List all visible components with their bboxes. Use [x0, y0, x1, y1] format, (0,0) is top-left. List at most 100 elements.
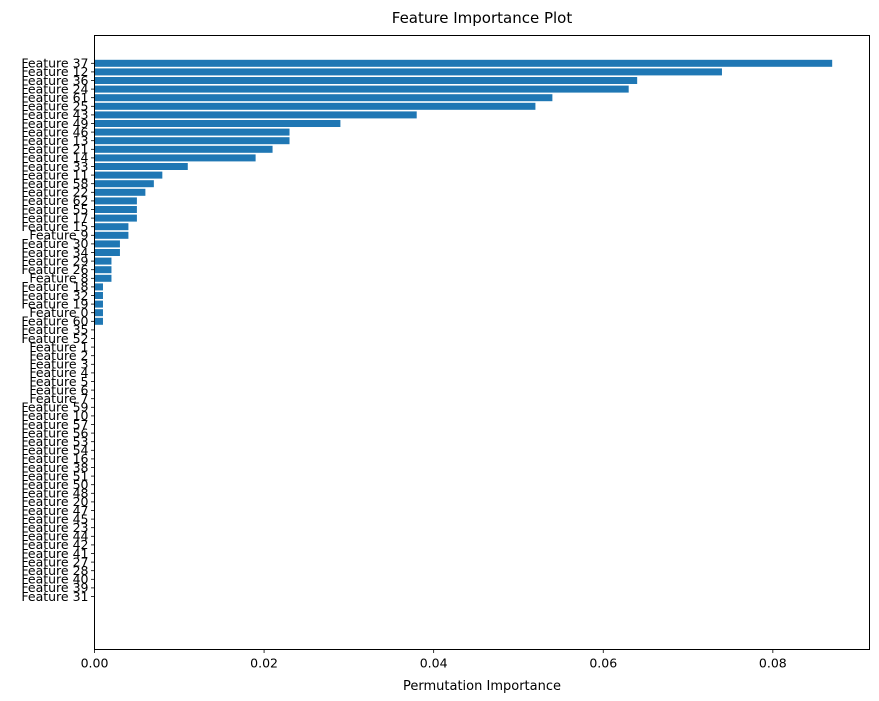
y-tick-label: Feature 54	[21, 443, 88, 458]
y-tick-label: Feature 43	[21, 107, 88, 122]
y-tick-label: Feature 2	[29, 348, 88, 363]
y-tick-label: Feature 9	[29, 228, 88, 243]
bar	[94, 145, 273, 153]
y-tick-label: Feature 61	[21, 90, 88, 105]
y-tick-label: Feature 58	[21, 176, 88, 191]
x-tick-label: 0.06	[589, 656, 617, 671]
bar	[94, 223, 129, 231]
y-tick-label: Feature 26	[21, 262, 88, 277]
bar	[94, 266, 112, 274]
y-tick-label: Feature 20	[21, 494, 88, 509]
y-tick-label: Feature 19	[21, 296, 88, 311]
chart-title: Feature Importance Plot	[392, 9, 573, 27]
x-axis-label: Permutation Importance	[403, 679, 561, 694]
y-tick-label: Feature 47	[21, 503, 88, 518]
bar	[94, 206, 137, 213]
bar	[94, 68, 722, 76]
x-tick-label: 0.00	[81, 656, 109, 671]
y-tick-label: Feature 3	[29, 357, 88, 372]
y-tick-label: Feature 31	[21, 589, 88, 604]
y-tick-label: Feature 28	[21, 563, 88, 578]
bar	[94, 249, 120, 256]
y-tick-label: Feature 36	[21, 73, 88, 88]
y-tick-label: Feature 40	[21, 572, 88, 587]
y-tick-label: Feature 22	[21, 185, 88, 200]
y-tick-label: Feature 50	[21, 477, 88, 492]
y-tick-label: Feature 23	[21, 520, 88, 535]
y-tick-label: Feature 62	[21, 193, 88, 208]
y-tick-label: Feature 17	[21, 210, 88, 225]
bar	[94, 171, 163, 179]
y-tick-label: Feature 53	[21, 434, 88, 449]
y-tick-label: Feature 55	[21, 202, 88, 217]
y-tick-label: Feature 48	[21, 486, 88, 501]
bar	[94, 300, 103, 308]
y-tick-label: Feature 30	[21, 236, 88, 251]
bar	[94, 188, 146, 196]
y-tick-label: Feature 1	[29, 339, 88, 354]
y-tick-label: Feature 38	[21, 460, 88, 475]
y-tick-label: Feature 21	[21, 142, 88, 157]
y-tick-label: Feature 25	[21, 99, 88, 114]
y-tick-label: Feature 34	[21, 245, 88, 260]
y-tick-label: Feature 59	[21, 400, 88, 415]
y-tick-label: Feature 10	[21, 408, 88, 423]
bar	[94, 94, 553, 102]
x-axis-ticks: 0.00 0.02 0.04 0.06 0.08	[81, 649, 787, 671]
y-tick-label: Feature 5	[29, 374, 88, 389]
y-tick-label: Feature 49	[21, 116, 88, 131]
y-tick-label: Feature 57	[21, 417, 88, 432]
y-tick-label: Feature 41	[21, 546, 88, 561]
bar	[94, 77, 638, 84]
y-tick-label: Feature 37	[21, 56, 88, 71]
y-tick-label: Feature 45	[21, 511, 88, 526]
y-tick-label: Feature 11	[21, 167, 88, 182]
y-tick-label: Feature 8	[29, 271, 88, 286]
y-tick-label: Feature 4	[29, 365, 88, 380]
y-tick-label: Feature 60	[21, 314, 88, 329]
bar	[94, 128, 290, 136]
bars-group	[94, 59, 833, 325]
bar	[94, 85, 629, 93]
bar	[94, 231, 129, 239]
y-tick-label: Feature 7	[29, 391, 88, 406]
y-tick-label: Feature 51	[21, 468, 88, 483]
y-tick-label: Feature 39	[21, 580, 88, 595]
y-tick-label: Feature 24	[21, 81, 88, 96]
y-tick-label: Feature 29	[21, 253, 88, 268]
y-tick-label: Feature 6	[29, 382, 88, 397]
bar	[94, 137, 290, 145]
bar	[94, 120, 341, 127]
x-tick-label: 0.02	[250, 656, 278, 671]
y-tick-label: Feature 32	[21, 288, 88, 303]
bar	[94, 309, 103, 317]
y-tick-label: Feature 52	[21, 331, 88, 346]
bar	[94, 214, 137, 222]
y-tick-label: Feature 15	[21, 219, 88, 234]
y-tick-label: Feature 33	[21, 159, 88, 174]
y-tick-label: Feature 44	[21, 529, 88, 544]
bar	[94, 292, 103, 299]
x-tick-label: 0.04	[420, 656, 448, 671]
bar	[94, 197, 137, 205]
bar	[94, 154, 256, 162]
bar	[94, 240, 120, 248]
bar	[94, 59, 833, 67]
x-tick-label: 0.08	[759, 656, 787, 671]
y-tick-label: Feature 56	[21, 425, 88, 440]
y-tick-label: Feature 16	[21, 451, 88, 466]
y-tick-label: Feature 27	[21, 554, 88, 569]
bar	[94, 317, 103, 325]
y-tick-label: Feature 13	[21, 133, 88, 148]
bar	[94, 111, 417, 119]
plot-frame	[94, 35, 870, 650]
bar	[94, 274, 112, 282]
bar	[94, 283, 103, 291]
bar	[94, 102, 536, 110]
y-tick-label: Feature 12	[21, 64, 88, 79]
y-tick-label: Feature 18	[21, 279, 88, 294]
y-tick-label: Feature 35	[21, 322, 88, 337]
bar	[94, 163, 188, 170]
